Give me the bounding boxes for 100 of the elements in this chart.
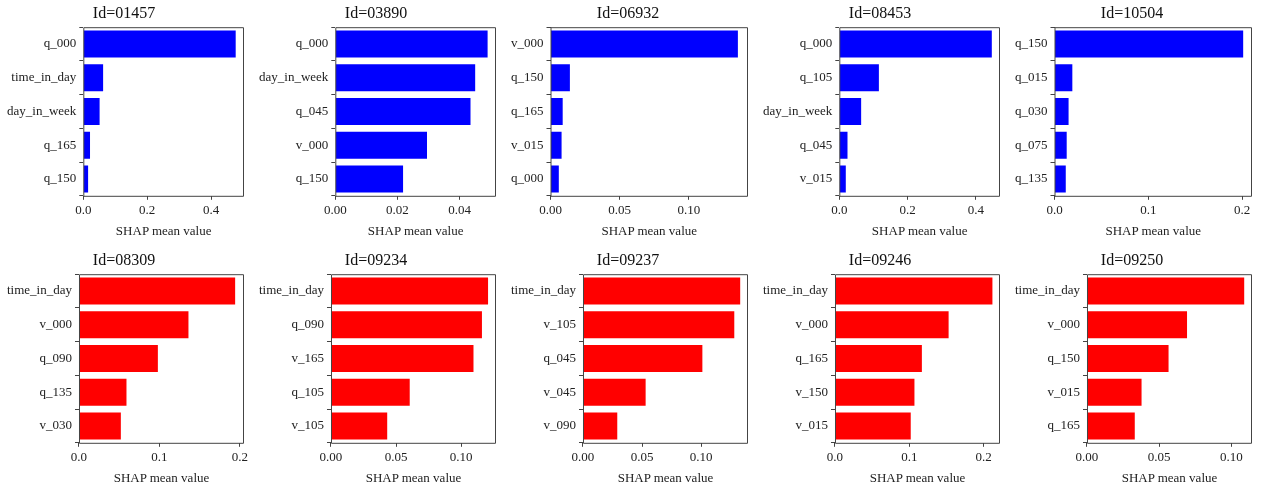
bar [79,311,189,339]
bar [583,412,618,440]
y-tick-label: q_000 [511,170,544,186]
bar [335,64,476,92]
x-tick-label: 0.05 [630,449,654,465]
bar [331,277,489,305]
x-axis-title: SHAP mean value [1105,222,1202,238]
bar [79,345,158,372]
x-axis-title: SHAP mean value [1121,469,1218,485]
bar [1055,64,1073,92]
bar [79,277,236,305]
y-tick-label: v_150 [795,383,828,399]
y-tick-label: q_000 [43,35,77,51]
chart-title: Id=01457 [92,3,156,21]
y-tick-label: q_150 [43,170,77,186]
bar [83,98,100,125]
x-tick-label: 0.2 [231,449,249,465]
x-axis-title: SHAP mean value [617,469,714,485]
x-axis-title: SHAP mean value [365,469,462,485]
bar [835,345,922,372]
y-tick-label: q_150 [1015,35,1048,51]
y-tick-label: q_135 [39,383,72,399]
x-tick-label: 0.02 [386,202,409,218]
bar [1087,412,1135,440]
x-tick-label: 0.10 [677,202,701,218]
y-tick-label: time_in_day [510,282,577,298]
y-tick-label: day_in_week [259,69,329,85]
y-tick-label: q_150 [511,69,544,85]
bar [551,98,563,125]
bar [583,378,646,406]
bar [839,165,846,193]
y-tick-label: v_030 [39,417,72,433]
bar [583,311,735,339]
bar [551,30,738,58]
x-tick-label: 0.1 [1140,202,1157,218]
y-tick-label: q_105 [799,69,833,85]
bar [1087,345,1169,372]
y-tick-label: time_in_day [258,282,325,298]
y-tick-label: v_105 [291,417,324,433]
bar [83,131,91,159]
x-tick-label: 0.1 [901,449,918,465]
y-tick-label: q_090 [291,316,324,332]
chart-title: Id=03890 [344,3,408,21]
x-axis-title: SHAP mean value [601,222,698,238]
x-tick-label: 0.0 [70,449,88,465]
chart-title: Id=08309 [92,250,156,268]
y-tick-label: q_150 [295,170,329,186]
y-tick-label: v_105 [543,316,576,332]
y-tick-label: q_165 [511,102,544,118]
y-tick-label: v_015 [511,136,544,152]
bar [79,378,127,406]
x-tick-label: 0.05 [1147,449,1171,465]
y-tick-label: time_in_day [762,282,829,298]
bar [335,131,427,159]
y-tick-label: q_090 [39,349,72,365]
y-tick-label: v_045 [543,383,576,399]
x-tick-label: 0.2 [899,202,916,218]
x-tick-label: 0.2 [975,449,992,465]
x-axis-title: SHAP mean value [367,222,464,238]
bar [1087,277,1245,305]
bar [839,64,879,92]
x-tick-label: 0.0 [831,202,848,218]
x-tick-label: 0.00 [323,202,347,218]
bar [83,165,89,193]
bar [551,131,562,159]
y-tick-label: time_in_day [6,282,73,298]
x-tick-label: 0.0 [826,449,844,465]
y-tick-label: q_000 [295,35,329,51]
x-tick-label: 0.0 [75,202,92,218]
y-tick-label: v_000 [39,316,72,332]
bar [79,412,121,440]
y-tick-label: time_in_day [1014,282,1081,298]
bar [835,277,993,305]
y-tick-label: v_000 [511,35,544,51]
x-tick-label: 0.04 [448,202,472,218]
bar [839,98,862,125]
chart-title: Id=09234 [344,250,408,268]
y-tick-label: v_015 [799,170,833,186]
y-tick-label: q_045 [295,102,329,118]
bar [1055,98,1069,125]
bar [551,64,570,92]
y-tick-label: q_165 [43,136,77,152]
chart-title: Id=08453 [848,3,912,21]
x-tick-label: 0.10 [1219,449,1243,465]
y-tick-label: v_090 [543,417,576,433]
bar [335,98,471,125]
bar [331,378,410,406]
x-tick-label: 0.00 [319,449,343,465]
y-tick-label: q_150 [1047,349,1080,365]
chart-title: Id=06932 [596,3,660,21]
bar [83,64,104,92]
bar [331,412,388,440]
y-tick-label: q_165 [795,349,828,365]
bar [1055,131,1067,159]
x-tick-label: 0.05 [384,449,408,465]
y-tick-label: q_030 [1015,102,1048,118]
bar [835,412,911,440]
y-tick-label: q_165 [1047,417,1080,433]
bar [83,30,236,58]
y-tick-label: v_165 [291,349,324,365]
